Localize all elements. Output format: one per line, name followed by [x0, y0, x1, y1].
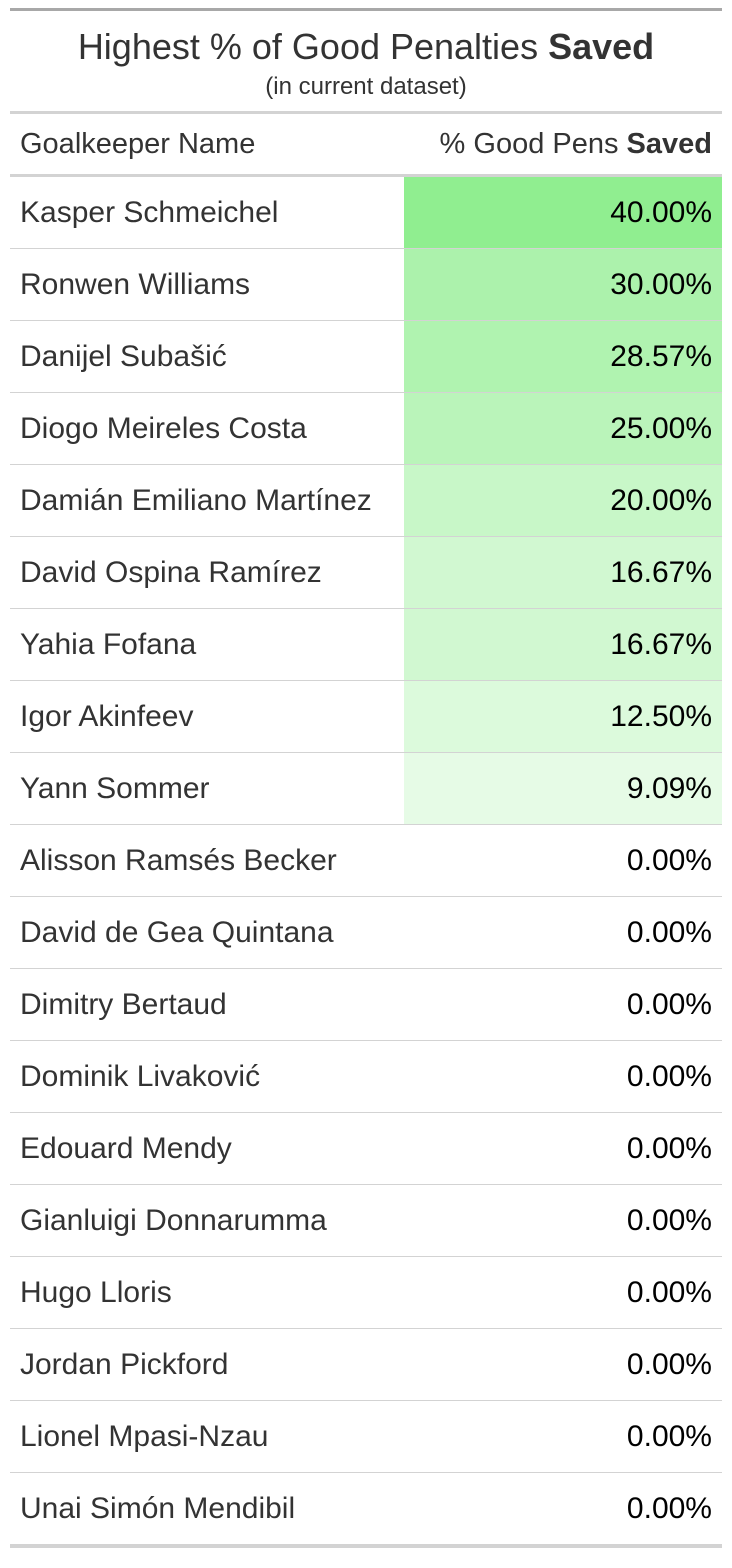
goalkeeper-name-cell: Yann Sommer	[20, 771, 210, 805]
pct-saved-cell: 9.09%	[404, 753, 722, 824]
pct-saved-cell: 0.00%	[404, 969, 722, 1040]
goalkeeper-name-cell: Dominik Livaković	[20, 1059, 261, 1093]
pct-saved-cell: 25.00%	[404, 393, 722, 464]
goalkeeper-name-cell: Lionel Mpasi-Nzau	[20, 1419, 269, 1453]
table-row: Gianluigi Donnarumma 0.00%	[10, 1185, 722, 1257]
pct-saved-cell: 0.00%	[404, 1401, 722, 1472]
table-row: David de Gea Quintana 0.00%	[10, 897, 722, 969]
table-subtitle: (in current dataset)	[10, 67, 722, 114]
goalkeeper-name-cell: Edouard Mendy	[20, 1131, 232, 1165]
table-row: Dimitry Bertaud 0.00%	[10, 969, 722, 1041]
goalkeeper-name-cell: Damián Emiliano Martínez	[20, 483, 372, 517]
column-header-value-prefix: % Good Pens	[439, 127, 627, 160]
table-title-prefix: Highest % of Good Penalties	[77, 26, 549, 67]
pct-saved-cell: 16.67%	[404, 609, 722, 680]
pct-saved-cell: 40.00%	[404, 177, 722, 248]
pct-saved-cell: 0.00%	[404, 897, 722, 968]
table-row: Diogo Meireles Costa 25.00%	[10, 393, 722, 465]
pct-saved-cell: 0.00%	[404, 1185, 722, 1256]
pct-saved-cell: 16.67%	[404, 537, 722, 608]
pct-saved-cell: 0.00%	[404, 825, 722, 896]
pct-saved-cell: 0.00%	[404, 1041, 722, 1112]
column-header-name[interactable]: Goalkeeper Name	[20, 127, 256, 160]
pct-saved-cell: 0.00%	[404, 1473, 722, 1544]
goalkeeper-name-cell: Yahia Fofana	[20, 627, 197, 661]
goalkeeper-name-cell: Ronwen Williams	[20, 267, 251, 301]
pct-saved-cell: 12.50%	[404, 681, 722, 752]
column-header-value-bold: Saved	[626, 127, 712, 160]
table-row: Kasper Schmeichel 40.00%	[10, 177, 722, 249]
table-bottom-rule	[10, 1545, 722, 1548]
goalkeeper-name-cell: Jordan Pickford	[20, 1347, 229, 1381]
pct-saved-cell: 28.57%	[404, 321, 722, 392]
goalkeeper-name-cell: David Ospina Ramírez	[20, 555, 322, 589]
goalkeeper-name-cell: Dimitry Bertaud	[20, 987, 227, 1021]
table-row: Ronwen Williams 30.00%	[10, 249, 722, 321]
table-header-row: Goalkeeper Name % Good Pens Saved	[10, 114, 722, 177]
table-row: David Ospina Ramírez 16.67%	[10, 537, 722, 609]
goalkeeper-name-cell: Danijel Subašić	[20, 339, 227, 373]
goalkeeper-name-cell: Diogo Meireles Costa	[20, 411, 307, 445]
table-row: Jordan Pickford 0.00%	[10, 1329, 722, 1401]
goalkeeper-name-cell: Alisson Ramsés Becker	[20, 843, 337, 877]
table-row: Dominik Livaković 0.00%	[10, 1041, 722, 1113]
table-row: Yahia Fofana 16.67%	[10, 609, 722, 681]
pct-saved-cell: 0.00%	[404, 1257, 722, 1328]
table-row: Hugo Lloris 0.00%	[10, 1257, 722, 1329]
table-title-bold: Saved	[548, 26, 655, 67]
goalkeeper-name-cell: Gianluigi Donnarumma	[20, 1203, 327, 1237]
table-title: Highest % of Good Penalties Saved	[10, 11, 722, 67]
data-table: Highest % of Good Penalties Saved (in cu…	[10, 8, 722, 1548]
column-header-value[interactable]: % Good Pens Saved	[404, 128, 722, 161]
table-row: Lionel Mpasi-Nzau 0.00%	[10, 1401, 722, 1473]
table-row: Yann Sommer 9.09%	[10, 753, 722, 825]
pct-saved-cell: 0.00%	[404, 1329, 722, 1400]
pct-saved-cell: 0.00%	[404, 1113, 722, 1184]
goalkeeper-name-cell: Kasper Schmeichel	[20, 195, 279, 229]
table-row: Edouard Mendy 0.00%	[10, 1113, 722, 1185]
table-row: Danijel Subašić 28.57%	[10, 321, 722, 393]
goalkeeper-name-cell: Hugo Lloris	[20, 1275, 172, 1309]
table-row: Igor Akinfeev 12.50%	[10, 681, 722, 753]
table-body: Kasper Schmeichel 40.00% Ronwen Williams 30…	[10, 177, 722, 1545]
goalkeeper-name-cell: Unai Simón Mendibil	[20, 1491, 296, 1525]
pct-saved-cell: 20.00%	[404, 465, 722, 536]
table-row: Alisson Ramsés Becker 0.00%	[10, 825, 722, 897]
goalkeeper-name-cell: David de Gea Quintana	[20, 915, 334, 949]
pct-saved-cell: 30.00%	[404, 249, 722, 320]
goalkeeper-name-cell: Igor Akinfeev	[20, 699, 194, 733]
table-row: Damián Emiliano Martínez 20.00%	[10, 465, 722, 537]
table-row: Unai Simón Mendibil 0.00%	[10, 1473, 722, 1545]
